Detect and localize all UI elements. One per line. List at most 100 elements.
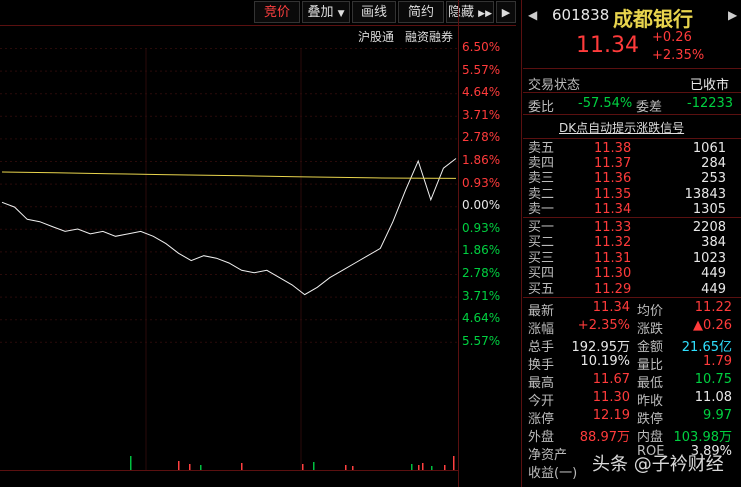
axis-percent-label: 0.93% <box>462 220 501 235</box>
quote-label: 最新 <box>528 304 555 319</box>
axis-percent-label: 1.86% <box>462 243 501 258</box>
level-volume: 2208 <box>692 220 726 235</box>
bid-level-row[interactable]: 买一 11.33 2208 <box>528 220 738 235</box>
bid-button[interactable]: 竞价 <box>254 1 300 23</box>
weicha-label: 委差 <box>636 100 663 115</box>
volume-bar <box>453 456 455 470</box>
quote-value: 12.19 <box>592 408 630 423</box>
quote-value: +2.35% <box>577 318 630 333</box>
level-price: 11.30 <box>594 266 632 282</box>
quote-label: 涨停 <box>528 412 555 427</box>
level-price: 11.38 <box>594 141 632 156</box>
weibi-label: 委比 <box>528 100 555 115</box>
quote-row: 净资产 ROE 3.89% <box>528 444 736 463</box>
bid-level-row[interactable]: 买三 11.31 1023 <box>528 251 738 266</box>
quote-label: 外盘 <box>528 430 555 445</box>
level-price: 11.31 <box>594 250 632 266</box>
dk-signal-link[interactable]: DK点自动提示涨跌信号 <box>559 121 685 135</box>
volume-bar <box>411 464 413 470</box>
quote-row: 涨幅 +2.35% 涨跌 ▲0.26 <box>528 318 736 337</box>
ask-level-row[interactable]: 卖四 11.37 284 <box>528 156 738 171</box>
quote-label: 总手 <box>528 340 555 355</box>
stock-code: 601838 <box>552 6 610 24</box>
quote-value: ▲0.26 <box>693 318 732 333</box>
bid-level-row[interactable]: 买二 11.32 384 <box>528 235 738 250</box>
quote-row: 换手 10.19% 量比 1.79 <box>528 354 736 373</box>
expand-panel-button[interactable]: ▶ <box>496 1 516 23</box>
ask-level-row[interactable]: 卖三 11.36 253 <box>528 171 738 186</box>
trade-status-label: 交易状态 <box>528 78 581 93</box>
quote-value: 11.08 <box>694 390 732 405</box>
quote-label: 涨跌 <box>637 322 664 337</box>
axis-percent-label: 5.57% <box>462 62 501 77</box>
quote-value: 11.67 <box>592 372 630 387</box>
axis-percent-label: 3.71% <box>462 288 501 303</box>
quote-value: 10.19% <box>580 354 630 369</box>
level-volume: 449 <box>701 266 726 282</box>
quote-label: 净资产 <box>528 448 568 463</box>
volume-bar <box>422 463 424 470</box>
volume-bar <box>345 465 347 470</box>
quote-row: 收益(一) <box>528 462 736 481</box>
next-stock-icon[interactable]: ▶ <box>728 8 738 22</box>
hgt-link[interactable]: 沪股通 <box>358 30 395 44</box>
quote-value: 21.65亿 <box>681 340 732 355</box>
axis-percent-label: 5.57% <box>462 333 501 348</box>
margin-link[interactable]: 融资融券 <box>405 30 454 44</box>
level-label: 卖一 <box>528 201 555 217</box>
ask-level-row[interactable]: 卖一 11.34 1305 <box>528 202 738 217</box>
simple-button[interactable]: 简约 <box>398 1 444 23</box>
bid-level-row[interactable]: 买五 11.29 449 <box>528 282 738 297</box>
quote-value: 11.30 <box>592 390 630 405</box>
watermark: 头条 @子衿财经 <box>592 454 724 475</box>
axis-percent-label: 2.78% <box>462 130 501 145</box>
axis-percent-label: 0.93% <box>462 175 501 190</box>
level-label: 买五 <box>528 281 555 297</box>
quote-value: 88.97万 <box>579 430 630 445</box>
axis-percent-label: 1.86% <box>462 153 501 167</box>
price-line <box>1 158 457 296</box>
quote-value: 192.95万 <box>571 340 631 355</box>
axis-percent-label: 3.71% <box>462 107 501 122</box>
last-price: 11.34 <box>576 33 639 58</box>
quote-label: 量比 <box>637 358 664 373</box>
level-price: 11.33 <box>594 220 632 235</box>
level-volume: 1023 <box>692 250 726 266</box>
level-label: 买三 <box>528 250 555 266</box>
level-price: 11.36 <box>594 171 632 187</box>
draw-line-button[interactable]: 画线 <box>352 1 396 23</box>
volume-bar <box>241 463 243 470</box>
quote-row: 最新 11.34 均价 11.22 <box>528 300 736 319</box>
level-label: 买一 <box>528 220 555 235</box>
quote-label: 今开 <box>528 394 555 409</box>
hide-label: 隐藏 <box>448 5 475 20</box>
stock-name: 成都银行 <box>613 7 693 31</box>
trade-status-value: 已收市 <box>690 78 730 93</box>
quote-value: 9.97 <box>703 408 732 423</box>
axis-percent-label: 4.64% <box>462 85 501 100</box>
quote-value: 10.75 <box>694 372 732 387</box>
quote-row: 今开 11.30 昨收 11.08 <box>528 390 736 409</box>
axis-percent-label: 4.64% <box>462 311 501 326</box>
axis-percent-label: 6.50% <box>462 40 501 54</box>
level-volume: 1061 <box>692 141 726 156</box>
quote-label: 内盘 <box>637 430 664 445</box>
overlay-button[interactable]: 叠加 ▼ <box>302 1 350 23</box>
level-price: 11.37 <box>594 156 632 172</box>
ask-level-row[interactable]: 卖五 11.38 1061 <box>528 141 738 156</box>
weicha-value: -12233 <box>687 96 734 111</box>
level-volume: 449 <box>701 281 726 297</box>
quote-label: 昨收 <box>637 394 664 409</box>
chart-area[interactable]: 竞价 叠加 ▼ 画线 简约 隐藏 ▶▶ ▶ 沪股通 融资融券 6.50% 5.57… <box>0 0 516 487</box>
bid-level-row[interactable]: 买四 11.30 449 <box>528 266 738 281</box>
quote-panel <box>521 0 741 487</box>
level-label: 卖五 <box>528 141 555 156</box>
quote-value: 103.98万 <box>673 430 733 445</box>
level-price: 11.34 <box>594 201 632 217</box>
level-price: 11.35 <box>594 186 632 202</box>
prev-stock-icon[interactable]: ◀ <box>528 8 538 22</box>
quote-label: 最高 <box>528 376 555 391</box>
double-chevron-right-icon: ▶▶ <box>478 9 492 19</box>
ask-level-row[interactable]: 卖二 11.35 13843 <box>528 187 738 202</box>
level-volume: 13843 <box>684 186 726 202</box>
